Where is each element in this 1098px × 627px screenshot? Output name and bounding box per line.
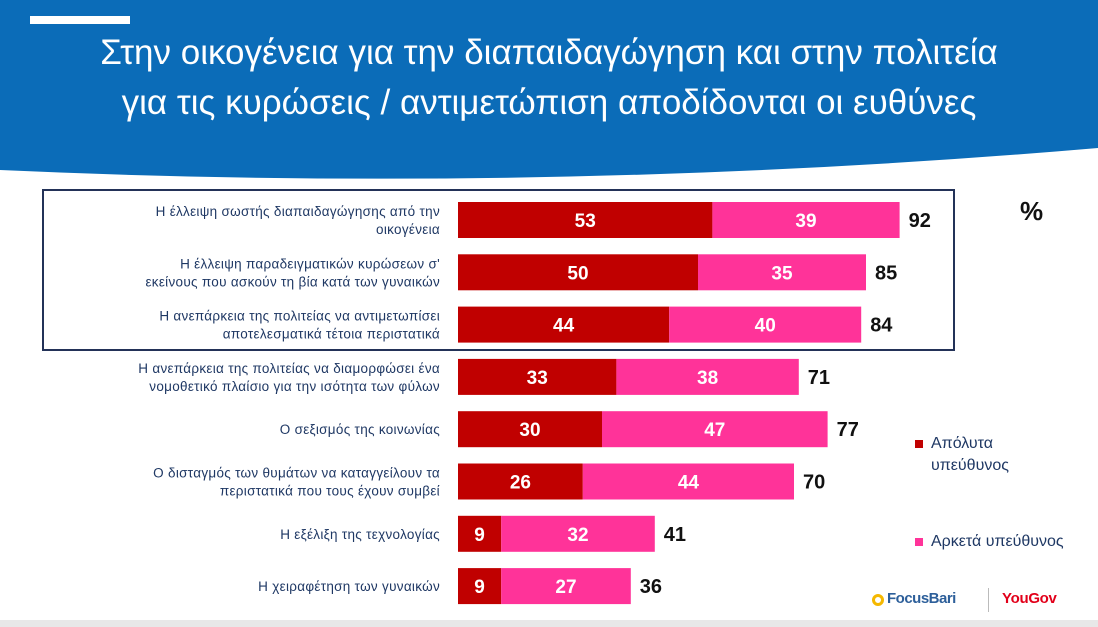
data-label: 38 bbox=[697, 368, 718, 389]
bar-segment-arketa bbox=[712, 202, 900, 238]
data-label: 27 bbox=[555, 577, 576, 598]
logo-divider bbox=[988, 588, 989, 612]
title-line-1: Στην οικογένεια για την διαπαιδαγώγηση κ… bbox=[100, 33, 998, 72]
yougov-logo: YouGov bbox=[1002, 590, 1057, 607]
total-label: 85 bbox=[875, 262, 897, 284]
data-label: 39 bbox=[795, 211, 816, 232]
bar-segment-apolyta bbox=[458, 358, 617, 395]
data-label: 44 bbox=[678, 473, 700, 494]
category-label-line: οικογένεια bbox=[376, 222, 440, 237]
data-label: 30 bbox=[519, 420, 540, 441]
category-label: Η έλλειψη σωστής διαπαιδαγώγησης από την… bbox=[156, 204, 440, 237]
title-line-2: για τις κυρώσεις / αντιμετώπιση αποδίδον… bbox=[121, 83, 977, 122]
data-label: 50 bbox=[567, 263, 588, 284]
legend-swatch-pink bbox=[915, 538, 923, 546]
category-label: Η έλλειψη παραδειγματικών κυρώσεων σ' εκε… bbox=[145, 256, 440, 289]
data-label: 33 bbox=[527, 368, 548, 389]
bar-segment-arketa bbox=[582, 463, 794, 500]
focusbari-logo: FocusBari bbox=[872, 590, 956, 607]
logos: FocusBari YouGov bbox=[872, 588, 1072, 616]
highlight-box bbox=[42, 189, 955, 351]
category-label-line: Η ανεπάρκεια της πολιτείας να διαμορφώσε… bbox=[138, 361, 440, 376]
legend-swatch-dark-red bbox=[915, 440, 923, 448]
data-label: 9 bbox=[474, 577, 485, 598]
data-label: 44 bbox=[553, 316, 575, 337]
bar-segment-arketa bbox=[698, 254, 866, 291]
bar-segment-arketa bbox=[616, 358, 799, 395]
legend-item-apolyta: Απόλυτα υπεύθυνος bbox=[915, 433, 1009, 477]
header-accent-bar bbox=[30, 16, 130, 24]
category-label-line: περιστατικά που τους έχουν συμβεί bbox=[220, 484, 440, 499]
category-label-line: Η έλλειψη σωστής διαπαιδαγώγησης από την bbox=[156, 204, 440, 219]
percent-unit-label: % bbox=[1020, 196, 1044, 226]
bar-segment-apolyta bbox=[458, 306, 670, 343]
bar-segment-apolyta bbox=[458, 202, 713, 238]
total-label: 77 bbox=[837, 419, 859, 441]
category-label-line: αποτελεσματικά τέτοια περιστατικά bbox=[223, 327, 440, 342]
data-label: 32 bbox=[567, 525, 588, 546]
bar-segment-arketa bbox=[602, 411, 828, 448]
category-label-line: Ο σεξισμός της κοινωνίας bbox=[280, 422, 440, 437]
legend-label: Αρκετά υπεύθυνος bbox=[931, 533, 1064, 550]
category-label-line: Η εξέλιξη της τεχνολογίας bbox=[280, 527, 440, 542]
legend-item-arketa: Αρκετά υπεύθυνος bbox=[915, 531, 1064, 553]
bar-segment-apolyta bbox=[458, 515, 502, 552]
category-label-line: εκείνους που ασκούν τη βία κατά των γυνα… bbox=[145, 274, 440, 289]
focusbari-logo-text: FocusBari bbox=[887, 590, 956, 607]
bar-segment-arketa bbox=[669, 306, 862, 343]
magnifier-icon bbox=[872, 594, 884, 606]
total-label: 70 bbox=[803, 472, 825, 494]
category-label: Η χειραφέτηση των γυναικών bbox=[258, 579, 440, 594]
category-label: Η εξέλιξη της τεχνολογίας bbox=[280, 527, 440, 542]
total-label: 36 bbox=[640, 576, 662, 598]
slide-title: Στην οικογένεια για την διαπαιδαγώγηση κ… bbox=[0, 28, 1098, 128]
data-label: 40 bbox=[755, 316, 776, 337]
data-label: 47 bbox=[704, 420, 725, 441]
category-label: Ο σεξισμός της κοινωνίας bbox=[280, 422, 440, 437]
bar-segment-apolyta bbox=[458, 411, 602, 448]
data-label: 26 bbox=[510, 473, 531, 494]
category-label-line: Ο δισταγμός των θυμάτων να καταγγείλουν … bbox=[153, 466, 440, 481]
total-label: 92 bbox=[909, 210, 931, 232]
category-label: Ο δισταγμός των θυμάτων να καταγγείλουν … bbox=[153, 466, 440, 499]
total-label: 84 bbox=[870, 315, 893, 337]
data-label: 35 bbox=[771, 263, 793, 284]
data-label: 9 bbox=[474, 525, 485, 546]
legend-label-line-2: υπεύθυνος bbox=[931, 457, 1009, 474]
category-label-line: Η ανεπάρκεια της πολιτείας να αντιμετωπί… bbox=[159, 309, 440, 324]
category-label: Η ανεπάρκεια της πολιτείας να αντιμετωπί… bbox=[159, 309, 440, 342]
data-label: 53 bbox=[575, 211, 596, 232]
category-label-line: Η χειραφέτηση των γυναικών bbox=[258, 579, 440, 594]
bar-segment-apolyta bbox=[458, 568, 502, 605]
bar-segment-apolyta bbox=[458, 463, 583, 500]
total-label: 41 bbox=[664, 524, 686, 546]
bar-segment-arketa bbox=[501, 515, 655, 552]
category-label-line: νομοθετικό πλαίσιο για την ισότητα των φ… bbox=[149, 379, 440, 394]
footer-strip bbox=[0, 620, 1098, 627]
bar-segment-apolyta bbox=[458, 254, 698, 291]
bar-segment-arketa bbox=[501, 568, 631, 605]
header-background bbox=[0, 0, 1098, 179]
total-label: 71 bbox=[808, 367, 830, 389]
legend-label-line-1: Απόλυτα bbox=[931, 435, 994, 452]
category-label-line: Η έλλειψη παραδειγματικών κυρώσεων σ' bbox=[180, 256, 440, 271]
category-label: Η ανεπάρκεια της πολιτείας να διαμορφώσε… bbox=[138, 361, 440, 394]
